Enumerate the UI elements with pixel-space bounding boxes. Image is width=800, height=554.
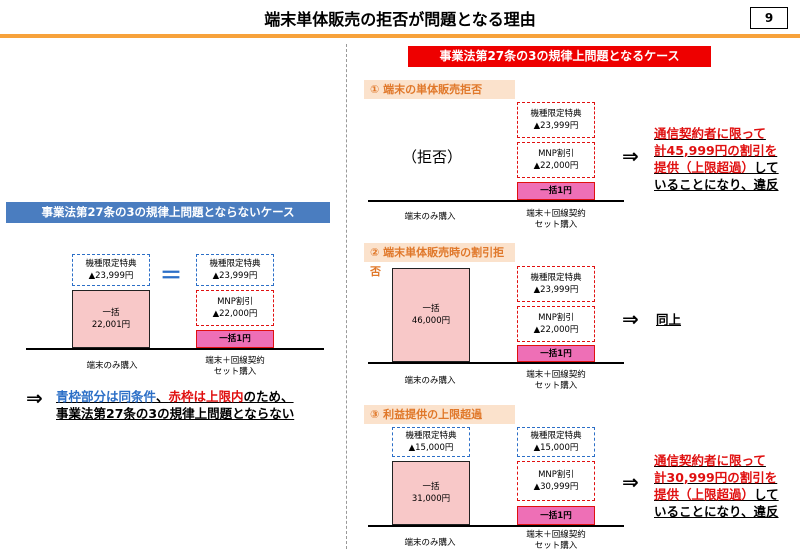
- left-set-lump-box: 一括1円: [196, 330, 274, 348]
- left-baseline: [26, 348, 324, 350]
- case3-arrow: ⇒: [622, 470, 639, 494]
- case2-baseline: [368, 362, 624, 364]
- case1-note-l1: 通信契約者に限って: [654, 126, 766, 141]
- case1-caption-device: 端末のみ購入: [404, 212, 456, 222]
- left-set-mnp-box: MNP割引 ▲22,000円: [196, 290, 274, 326]
- header-rule: [0, 34, 800, 38]
- case3-note-l3b: して: [754, 487, 779, 502]
- left-arrow: ⇒: [26, 386, 43, 410]
- no-problem-banner: 事業法第27条の3の規律上問題とならないケース: [6, 202, 330, 223]
- case3-tag: ③ 利益提供の上限超過: [364, 405, 515, 424]
- case1-caption-set: 端末＋回線契約 セット購入: [526, 209, 586, 230]
- case1-note-l3a: 提供（上限超過）: [654, 160, 755, 175]
- case3-baseline: [368, 525, 624, 527]
- case3-note-l4: いることになり、違反: [654, 504, 779, 519]
- case1-special-box: 機種限定特典 ▲23,999円: [517, 102, 595, 138]
- left-device-lump-box: 一括 22,001円: [72, 290, 150, 348]
- page-title: 端末単体販売の拒否が問題となる理由: [264, 10, 536, 29]
- case1-note-l3b: して: [754, 160, 779, 175]
- case1-arrow: ⇒: [622, 144, 639, 168]
- case1-conclusion: 通信契約者に限って 計45,999円の割引を 提供（上限超過）して いることにな…: [654, 125, 800, 193]
- left-set-special-box: 機種限定特典 ▲23,999円: [196, 254, 274, 286]
- case3-lump-box: 一括1円: [517, 506, 595, 525]
- left-caption-set: 端末＋回線契約 セット購入: [205, 356, 265, 377]
- case3-device-special-box: 機種限定特典 ▲15,000円: [392, 427, 470, 457]
- case1-baseline: [368, 200, 624, 202]
- case3-note-l1: 通信契約者に限って: [654, 453, 766, 468]
- case3-device-lump-box: 一括 31,000円: [392, 461, 470, 525]
- case2-lump-box: 一括1円: [517, 345, 595, 362]
- case2-device-lump-box: 一括 46,000円: [392, 268, 470, 362]
- case2-caption-device: 端末のみ購入: [404, 376, 456, 386]
- left-note-end: のため、: [243, 389, 294, 404]
- equals-sign: ＝: [160, 264, 183, 289]
- case3-note-l3a: 提供（上限超過）: [654, 487, 755, 502]
- case3-note-l2: 計30,999円の割引を: [654, 470, 778, 485]
- left-note-sep: 、: [156, 389, 169, 404]
- case3-conclusion: 通信契約者に限って 計30,999円の割引を 提供（上限超過）して いることにな…: [654, 452, 800, 520]
- left-caption-device: 端末のみ購入: [86, 361, 138, 371]
- case1-note-l4: いることになり、違反: [654, 177, 779, 192]
- left-note-blue: 青枠部分は同条件: [56, 389, 157, 404]
- problem-banner: 事業法第27条の3の規律上問題となるケース: [408, 46, 711, 67]
- left-note-red: 赤枠は上限内: [168, 389, 244, 404]
- case3-mnp-box: MNP割引 ▲30,999円: [517, 461, 595, 501]
- case2-special-box: 機種限定特典 ▲23,999円: [517, 266, 595, 302]
- case3-special-box: 機種限定特典 ▲15,000円: [517, 427, 595, 457]
- case2-conclusion: 同上: [656, 312, 682, 327]
- column-divider: [346, 44, 347, 549]
- left-conclusion: 青枠部分は同条件、赤枠は上限内のため、 事業法第27条の3の規律上問題とならない: [56, 388, 346, 422]
- case2-caption-set: 端末＋回線契約 セット購入: [526, 370, 586, 391]
- page-number: 9: [750, 7, 788, 29]
- case1-lump-box: 一括1円: [517, 182, 595, 200]
- case1-reject-label: （拒否）: [402, 148, 463, 166]
- left-device-special-box: 機種限定特典 ▲23,999円: [72, 254, 150, 286]
- case3-caption-set: 端末＋回線契約 セット購入: [526, 530, 586, 551]
- case3-caption-device: 端末のみ購入: [404, 538, 456, 548]
- case2-tag: ② 端末単体販売時の割引拒否: [364, 243, 515, 278]
- case1-mnp-box: MNP割引 ▲22,000円: [517, 142, 595, 178]
- case1-tag: ① 端末の単体販売拒否: [364, 80, 515, 99]
- case2-mnp-box: MNP割引 ▲22,000円: [517, 306, 595, 342]
- case1-note-l2: 計45,999円の割引を: [654, 143, 778, 158]
- case2-arrow: ⇒: [622, 307, 639, 331]
- left-note-line2: 事業法第27条の3の規律上問題とならない: [56, 406, 295, 421]
